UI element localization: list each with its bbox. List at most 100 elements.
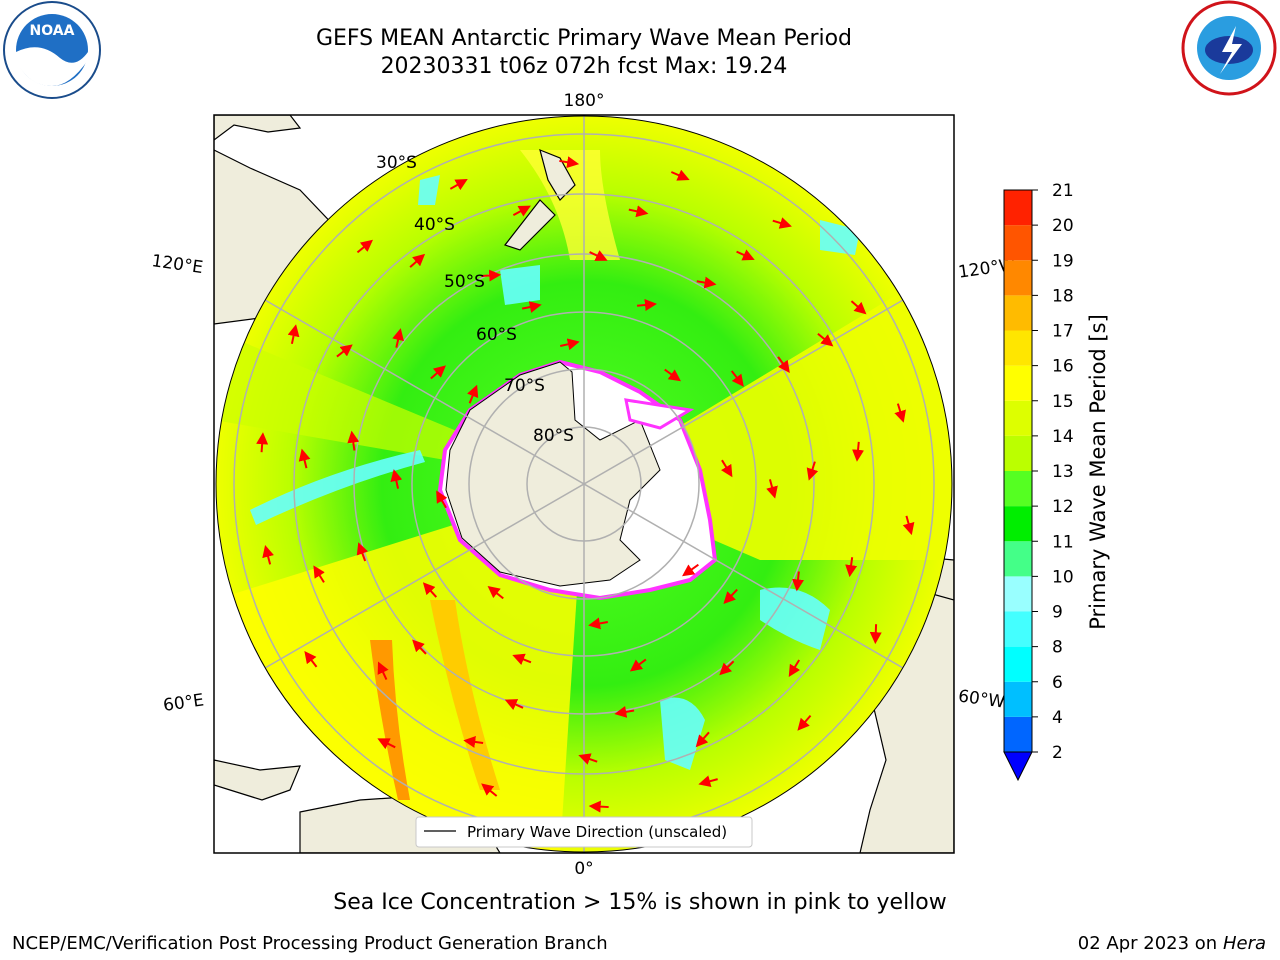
lat-label-70s: 70°S: [504, 376, 545, 396]
wave-arrow: [698, 775, 718, 788]
wave-arrow: [629, 658, 647, 672]
wave-arrow: [256, 432, 269, 453]
host-text: Hera: [1222, 933, 1266, 954]
wave-arrow: [894, 403, 906, 423]
wave-direction-arrows: [256, 156, 915, 813]
colorbar-tick-label: 19: [1052, 251, 1074, 271]
wave-arrow: [390, 469, 403, 489]
colorbar-tick-label: 10: [1052, 567, 1074, 587]
colorbar-bin: [1004, 365, 1032, 401]
colorbar-tick-label: 14: [1052, 427, 1074, 447]
legend-label: Primary Wave Direction (unscaled): [467, 823, 727, 841]
colorbar-tick-label: 16: [1052, 357, 1074, 377]
colorbar-bin: [1004, 260, 1032, 296]
lat-label-80s: 80°S: [533, 426, 574, 446]
wave-arrow: [628, 205, 649, 218]
nws-logo: [1181, 0, 1277, 96]
wave-arrow: [670, 169, 690, 181]
wave-arrow: [869, 624, 882, 645]
colorbar-bin: [1004, 435, 1032, 471]
wave-arrow: [467, 384, 479, 404]
colorbar-tick-label: 18: [1052, 286, 1074, 306]
wave-arrow: [636, 299, 657, 311]
colorbar-bin: [1004, 716, 1032, 752]
arrow-legend: Primary Wave Direction (unscaled): [415, 816, 753, 848]
wave-arrow: [356, 542, 369, 562]
wave-arrow: [313, 565, 325, 583]
lon-label-60w: 60°W: [957, 686, 1006, 712]
date-text: 02 Apr 2023 on: [1077, 933, 1218, 954]
wave-arrow: [806, 461, 819, 481]
date-stamp: 02 Apr 2023 on Hera: [1078, 933, 1266, 954]
map-panel: 30°S 40°S 50°S 60°S 70°S 80°S Primary Wa…: [214, 115, 954, 853]
wave-arrow: [298, 448, 311, 469]
chart-subtitle-forecast: 20230331 t06z 072h fcst Max: 19.24: [380, 54, 788, 79]
noaa-logo-text: NOAA: [30, 23, 75, 39]
wave-arrow: [512, 205, 531, 217]
wave-arrow: [792, 571, 804, 592]
wave-arrow: [721, 459, 733, 478]
wave-arrow: [377, 661, 389, 681]
wave-arrow: [817, 332, 834, 347]
colorbar-under-extension: [1003, 751, 1033, 782]
colorbar-bin: [1004, 541, 1032, 577]
wave-arrow: [850, 300, 867, 315]
wave-arrow: [481, 269, 502, 282]
sea-ice-note: Sea Ice Concentration > 15% is shown in …: [333, 890, 947, 915]
lon-label-180: 180°: [564, 91, 605, 111]
lon-label-120e: 120°E: [150, 251, 204, 278]
wave-arrow: [449, 179, 468, 191]
lat-label-30s: 30°S: [376, 153, 417, 173]
wave-arrow: [559, 156, 580, 169]
wave-arrow: [845, 557, 858, 578]
colorbar-tick-label: 9: [1052, 603, 1063, 623]
wave-arrow: [797, 714, 812, 731]
colorbar-tick-label: 21: [1052, 181, 1074, 201]
lon-label-60e: 60°E: [162, 690, 205, 715]
wave-arrow: [736, 249, 755, 261]
colorbar-tick-label: 6: [1052, 673, 1063, 693]
colorbar-tick-label: 15: [1052, 392, 1074, 412]
wave-arrow: [682, 563, 699, 577]
wave-arrow: [614, 705, 635, 718]
wave-arrow: [287, 324, 300, 345]
colorbar-bin: [1004, 576, 1032, 612]
chart-title: GEFS MEAN Antarctic Primary Wave Mean Pe…: [315, 26, 853, 51]
wave-arrow: [588, 800, 609, 813]
lat-label-50s: 50°S: [444, 272, 485, 292]
lat-label-60s: 60°S: [476, 325, 517, 345]
map-frame: [213, 114, 955, 854]
wave-arrow: [664, 368, 682, 382]
wave-arrow: [730, 370, 744, 387]
wave-arrow: [412, 639, 427, 655]
lat-label-40s: 40°S: [414, 215, 455, 235]
wave-arrow: [589, 250, 608, 261]
wave-arrow: [392, 328, 404, 348]
wave-arrow: [463, 736, 484, 748]
wave-arrow: [356, 239, 373, 254]
colorbar-tick-label: 8: [1052, 638, 1063, 658]
colorbar-bin: [1004, 681, 1032, 717]
wave-arrow: [422, 582, 438, 598]
wave-arrow: [436, 490, 448, 509]
wave-arrow: [777, 356, 790, 374]
wave-arrow: [487, 585, 504, 600]
colorbar-tick-label: 17: [1052, 322, 1074, 342]
colorbar-bin: [1004, 646, 1032, 682]
wave-arrow: [719, 660, 735, 676]
map-boundary: [215, 115, 953, 853]
wave-arrow: [723, 588, 738, 605]
colorbar-bin: [1004, 471, 1032, 507]
noaa-logo: NOAA: [3, 1, 101, 99]
colorbar-tick-label: 13: [1052, 462, 1074, 482]
wave-arrow: [304, 651, 318, 668]
wave-arrow: [902, 515, 915, 536]
wave-arrow: [521, 301, 542, 313]
colorbar-tick-label: 11: [1052, 532, 1074, 552]
wave-arrow: [347, 430, 360, 451]
wave-arrow: [481, 783, 498, 797]
colorbar-bin: [1004, 295, 1032, 331]
wave-arrow: [559, 338, 580, 351]
wave-arrow: [504, 699, 524, 711]
wave-arrow: [578, 753, 598, 765]
